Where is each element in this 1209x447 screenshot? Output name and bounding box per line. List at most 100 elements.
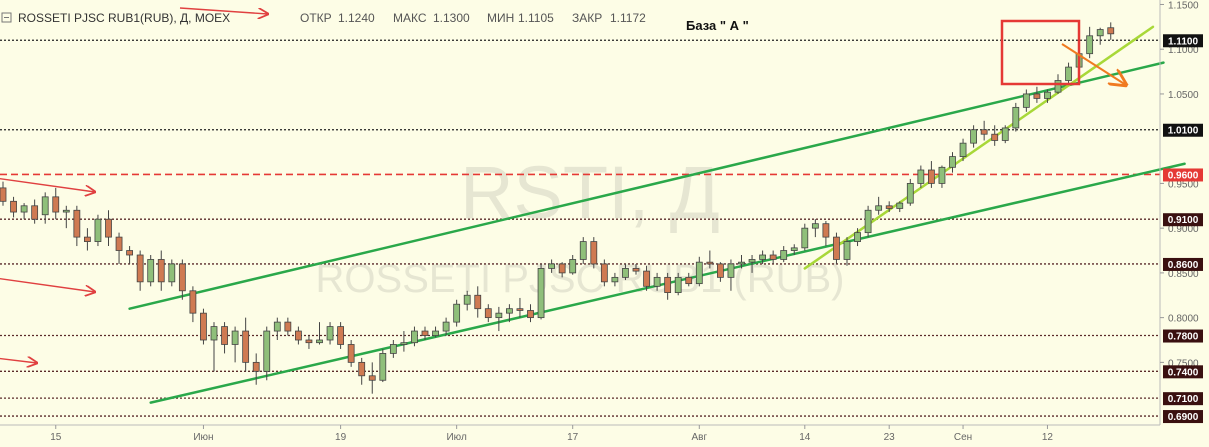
x-tick-label-8: Сен: [954, 432, 972, 443]
candle-body-41: [432, 330, 439, 336]
candle-body-79: [833, 236, 840, 260]
candle-body-64: [674, 276, 682, 293]
candle-body-52: [548, 263, 555, 269]
level-label-0: 1.1100: [1168, 36, 1198, 47]
candle-body-14: [147, 259, 155, 283]
candle-body-40: [421, 330, 429, 336]
highlight-box: [1000, 19, 1081, 86]
candle-body-26: [273, 321, 281, 332]
candle-body-101: [1065, 66, 1072, 81]
trend-arrow-0: [179, 7, 268, 14]
candle-body-51: [537, 268, 545, 319]
candle-body-57: [600, 263, 608, 283]
time-axis[interactable]: 15 Июн 19 Июл 17 Авг 14 23 Сен 12: [0, 424, 1160, 443]
candle-body-28: [294, 330, 302, 341]
close-label: ЗАКР: [572, 11, 602, 25]
candle-body-44: [463, 294, 471, 305]
legend-header: ROSSETI PJSC RUB1(RUB), Д, MOEX ОТКР 1.1…: [1, 11, 749, 33]
y-tick-label-2: 1.0500: [1168, 90, 1199, 101]
candle-body-58: [611, 276, 619, 283]
candles: [0, 22, 1115, 394]
level-label-7: 0.7100: [1168, 394, 1199, 405]
trendline-0: [128, 61, 1165, 310]
candle-body-36: [379, 353, 387, 381]
candle-body-92: [970, 129, 977, 144]
watermark: RSTI, Д ROSSETI PJSC RUB1 (RUB): [316, 151, 845, 301]
candle-body-29: [305, 339, 313, 344]
level-label-bg-0: [1163, 34, 1203, 48]
candle-body-21: [221, 326, 228, 345]
x-tick-label-3: Июл: [446, 432, 466, 443]
candle-body-16: [168, 263, 176, 283]
base-note: База " А ": [686, 18, 749, 33]
candle-body-65: [685, 276, 693, 285]
candle-body-75: [790, 247, 798, 251]
level-label-bg-4: [1163, 257, 1203, 271]
candle-body-69: [727, 263, 735, 278]
level-label-4: 0.8600: [1168, 260, 1199, 271]
open-label: ОТКР: [300, 11, 332, 25]
high-label: МАКС: [393, 11, 427, 25]
candle-body-56: [590, 241, 598, 265]
candle-body-35: [368, 375, 376, 381]
candle-body-68: [717, 263, 724, 278]
high-value: 1.1300: [433, 11, 470, 25]
x-tick-label-0: 15: [50, 432, 62, 443]
level-label-bg-2: [1163, 168, 1203, 182]
x-tick-label-7: 23: [884, 432, 896, 443]
candle-body-47: [495, 312, 503, 319]
candle-body-13: [136, 254, 144, 283]
low-label: МИН: [487, 11, 514, 25]
y-tick-label-7: 0.7500: [1168, 358, 1199, 369]
candle-body-76: [801, 227, 809, 249]
candle-body-18: [189, 290, 197, 314]
candle-body-55: [579, 241, 587, 260]
level-label-2: 0.9600: [1168, 170, 1199, 181]
candle-body-19: [200, 312, 207, 341]
level-label-5: 0.7800: [1168, 332, 1199, 343]
horizontal-levels: [0, 39, 1160, 417]
candle-body-2: [20, 205, 28, 213]
candle-body-63: [664, 276, 672, 293]
candle-body-71: [748, 259, 756, 263]
candle-body-97: [1022, 93, 1030, 108]
candle-body-87: [917, 169, 925, 184]
candle-body-10: [105, 218, 112, 238]
price-axis[interactable]: 1.1500 1.1000 1.0500 0.9500 0.9000 0.8500 0.80…: [1159, 0, 1199, 425]
y-tick-label-1: 1.1000: [1168, 45, 1199, 56]
candle-body-27: [284, 321, 292, 332]
candle-body-54: [569, 259, 577, 274]
candle-body-88: [928, 169, 935, 184]
y-tick-label-0: 1.1500: [1168, 0, 1199, 11]
candle-body-37: [389, 344, 397, 354]
candle-body-93: [980, 129, 988, 135]
level-labels: 1.1100 1.0100 0.9600 0.9100 0.8600 0.7800 0.74…: [1163, 34, 1203, 424]
level-label-bg-8: [1163, 410, 1203, 424]
x-tick-label-2: 19: [335, 432, 347, 443]
level-label-bg-5: [1163, 329, 1203, 343]
candle-body-46: [484, 308, 492, 319]
candle-body-103: [1086, 35, 1094, 55]
candle-body-6: [62, 209, 70, 213]
trend-arrow-2: [0, 277, 95, 292]
low-value: 1.1105: [518, 11, 554, 25]
candle-body-32: [337, 326, 345, 345]
annotations: [0, 7, 1126, 363]
candle-body-31: [326, 326, 334, 341]
close-value: 1.1172: [610, 11, 646, 25]
candle-body-24: [252, 361, 260, 372]
candle-body-30: [316, 339, 323, 344]
candle-body-70: [738, 261, 745, 265]
candle-body-100: [1054, 80, 1062, 93]
collapse-icon[interactable]: [1, 12, 12, 23]
candle-body-59: [622, 268, 629, 278]
level-label-3: 0.9100: [1168, 215, 1199, 226]
candle-body-7: [73, 209, 81, 238]
level-label-bg-6: [1163, 365, 1203, 379]
candle-body-17: [178, 263, 186, 292]
candle-body-20: [210, 326, 218, 341]
candle-body-78: [822, 223, 830, 238]
x-tick-label-5: Авг: [691, 432, 707, 443]
